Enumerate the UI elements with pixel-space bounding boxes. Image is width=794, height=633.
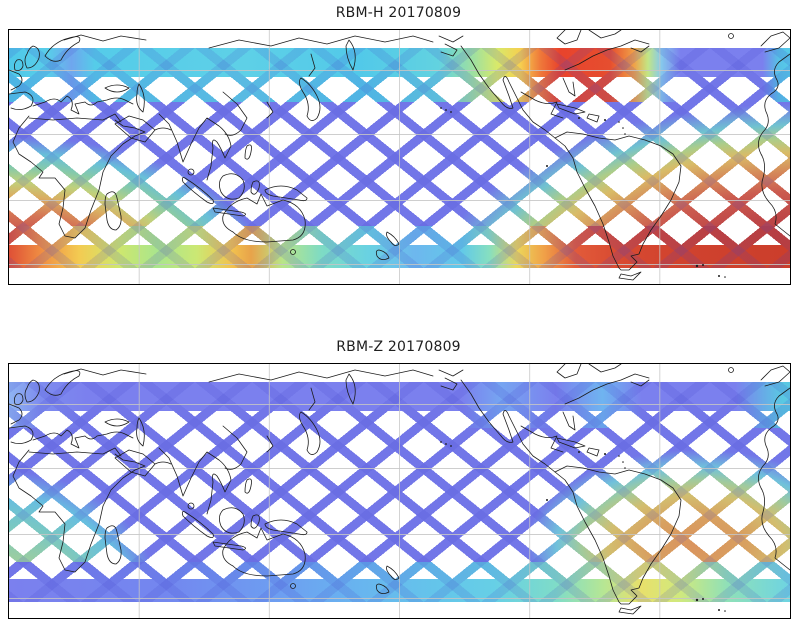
map-overlay-rbm-h: [9, 30, 790, 284]
map-overlay-rbm-z: [9, 364, 790, 618]
map-panel-rbm-h: [8, 29, 791, 285]
panel-title-rbm-z: RBM-Z 20170809: [336, 339, 461, 355]
panel-title-rbm-h: RBM-H 20170809: [335, 5, 462, 21]
map-panel-rbm-z: [8, 363, 791, 619]
